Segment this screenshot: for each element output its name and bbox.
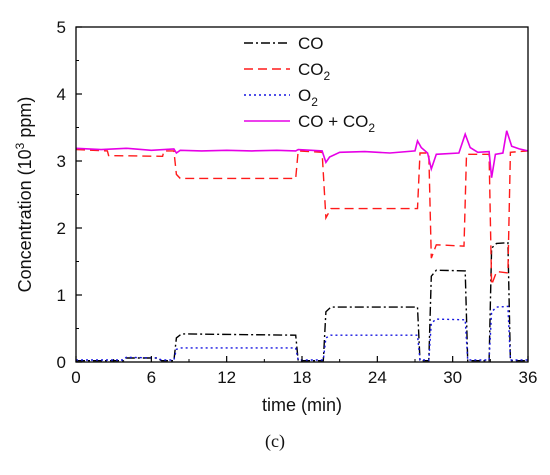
x-tick-label: 24 (368, 368, 387, 387)
y-axis-title: Concentration (103 ppm) (13, 97, 35, 293)
y-axis-title-suffix: ppm) (15, 97, 35, 143)
x-tick-label: 6 (147, 368, 156, 387)
figure-caption: (c) (265, 431, 285, 452)
y-tick-label: 1 (57, 286, 66, 305)
x-tick-label: 0 (71, 368, 80, 387)
x-tick-label: 36 (519, 368, 538, 387)
series-line-3 (76, 305, 528, 361)
x-tick-label: 30 (443, 368, 462, 387)
legend-label-1: CO (298, 34, 324, 53)
legend-label-3: O2 (298, 86, 318, 109)
series-line-1 (76, 241, 528, 362)
x-tick-label: 18 (293, 368, 312, 387)
series-layer (75, 130, 529, 362)
series-line-4 (75, 130, 529, 178)
y-tick-label: 3 (57, 152, 66, 171)
y-tick-label: 5 (57, 18, 66, 37)
legend-label-2: CO2 (298, 60, 331, 83)
x-tick-label: 12 (217, 368, 236, 387)
y-axis-title-exponent: 3 (13, 142, 27, 149)
x-axis-title: time (min) (262, 395, 342, 415)
legend-label-4: CO + CO2 (298, 112, 375, 135)
y-tick-label: 0 (57, 353, 66, 372)
y-tick-label: 4 (57, 85, 66, 104)
y-tick-label: 2 (57, 219, 66, 238)
y-axis-title-prefix: Concentration (10 (15, 149, 35, 292)
series-line-2 (75, 148, 529, 286)
legend: CO CO2 O2 CO + CO2 (244, 34, 375, 135)
